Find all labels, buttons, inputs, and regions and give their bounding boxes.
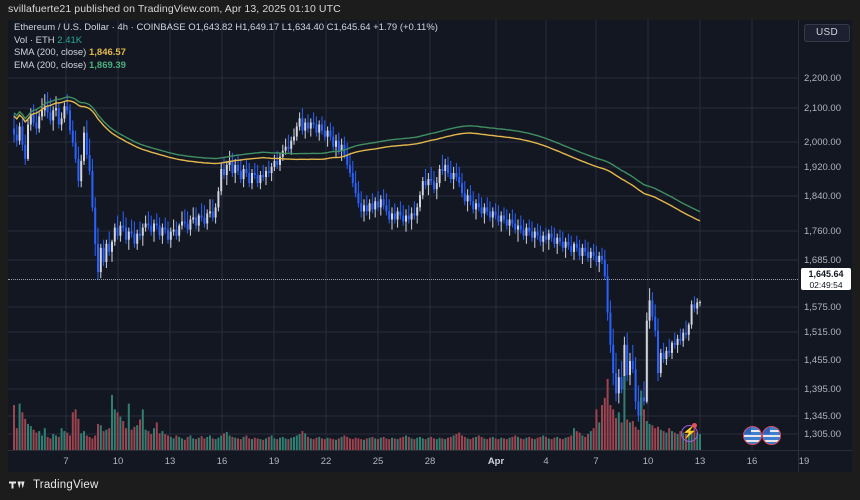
time-tick: 19 [798, 456, 810, 467]
price-tick: 1,760.00 [804, 226, 841, 237]
price-tick: 1,455.00 [804, 355, 841, 366]
lightning-bolt-icon: ⚡ [679, 423, 698, 442]
tradingview-logo-icon [9, 481, 25, 489]
time-tick: 10 [112, 456, 124, 467]
time-tick: 28 [424, 456, 436, 467]
us-flag-icon [762, 426, 781, 445]
current-price-value: 1,645.64 [808, 269, 844, 279]
time-tick: 4 [543, 456, 549, 467]
price-tick: 1,395.00 [804, 384, 841, 395]
time-tick: 7 [63, 456, 69, 467]
current-price-line [8, 279, 798, 280]
time-tick: 19 [268, 456, 280, 467]
price-tick: 1,840.00 [804, 191, 841, 202]
price-tick: 1,685.00 [804, 255, 841, 266]
price-tick: 1,305.00 [804, 429, 841, 440]
tradingview-logo: TradingView [9, 479, 98, 491]
chart-frame: Ethereum / U.S. Dollar · 4h · COINBASE O… [8, 20, 852, 472]
brand-name: TradingView [33, 479, 99, 491]
time-tick: 10 [642, 456, 654, 467]
price-plot-area[interactable]: Ethereum / U.S. Dollar · 4h · COINBASE O… [8, 20, 798, 450]
us-flag-icon [743, 426, 762, 445]
time-tick: Apr [487, 456, 505, 467]
us-flag-event-marker-1[interactable] [743, 426, 762, 445]
economic-event-bolt-marker[interactable]: ⚡ [679, 423, 698, 442]
price-tick: 2,100.00 [804, 103, 841, 114]
price-tick: 1,920.00 [804, 162, 841, 173]
time-scale[interactable]: 7 10 13 16 19 22 25 28 Apr 4 7 10 13 16 19 [8, 450, 852, 472]
publisher-strip: svillafuerte21 published on TradingView.… [0, 0, 860, 20]
time-tick: 22 [320, 456, 332, 467]
publisher-text: svillafuerte21 published on TradingView.… [8, 3, 341, 15]
currency-badge[interactable]: USD [804, 24, 850, 42]
price-tick: 1,345.00 [804, 411, 841, 422]
price-tick: 2,200.00 [804, 73, 841, 84]
candlestick-series [13, 92, 701, 422]
volume-series [13, 376, 701, 450]
bar-countdown: 02:49:54 [809, 279, 843, 290]
price-tick: 1,575.00 [804, 302, 841, 313]
price-tick: 2,000.00 [804, 137, 841, 148]
time-tick: 16 [216, 456, 228, 467]
us-flag-event-marker-2[interactable] [762, 426, 781, 445]
time-tick: 16 [746, 456, 758, 467]
price-scale[interactable]: USD 2,200.00 2,100.00 2,000.00 1,920.00 1,84… [798, 20, 852, 472]
time-tick: 13 [164, 456, 176, 467]
moving-average-overlays [13, 96, 701, 222]
time-tick: 13 [694, 456, 706, 467]
time-tick: 7 [593, 456, 599, 467]
time-tick: 25 [372, 456, 384, 467]
current-price-label: 1,645.64 02:49:54 [801, 268, 851, 290]
price-tick: 1,515.00 [804, 327, 841, 338]
footer-bar: TradingView [0, 472, 860, 500]
